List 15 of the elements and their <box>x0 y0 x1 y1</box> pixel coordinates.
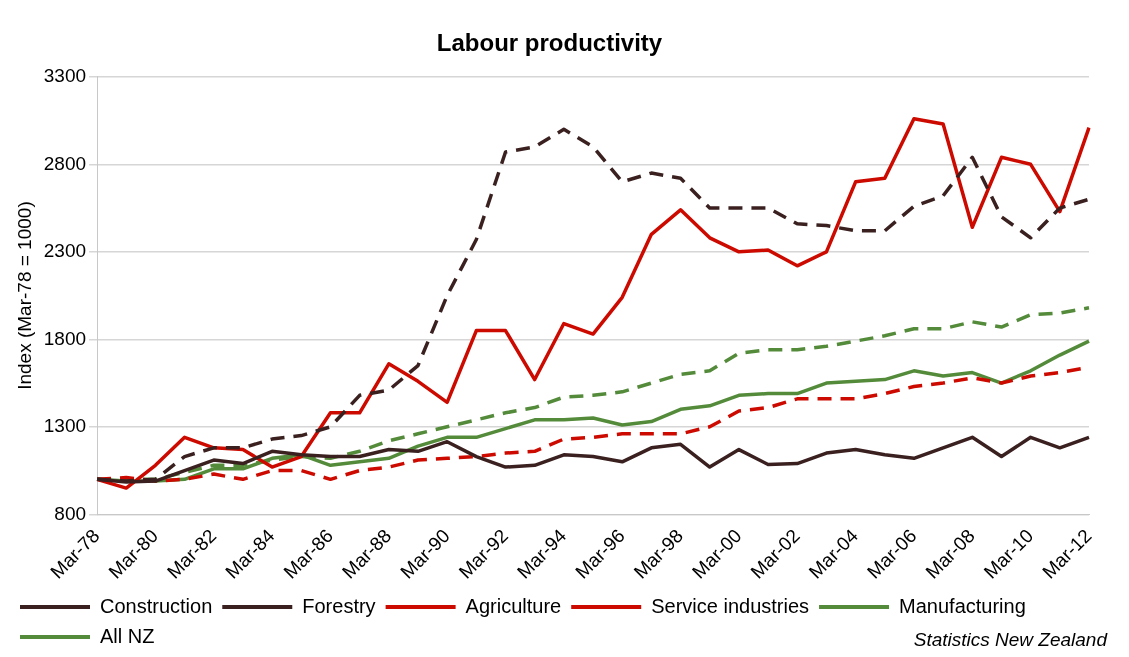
y-tick-label: 2800 <box>43 152 87 174</box>
legend-label: Agriculture <box>465 594 562 617</box>
y-tick-label: 2300 <box>43 240 87 262</box>
y-axis-title: Index (Mar-78 = 1000) <box>13 201 35 390</box>
legend-label: Service industries <box>651 594 810 617</box>
chart-title: Labour productivity <box>436 29 663 57</box>
y-tick-label: 1300 <box>43 415 87 437</box>
y-tick-label: 3300 <box>43 65 87 87</box>
legend-label: Construction <box>100 594 213 617</box>
text: Statistics New Zealand <box>913 629 1107 651</box>
legend-label: Forestry <box>302 594 376 617</box>
legend-label: Manufacturing <box>899 594 1026 617</box>
y-tick-label: 800 <box>54 502 87 524</box>
y-tick-label: 1800 <box>43 327 87 349</box>
legend-label: All NZ <box>100 624 155 647</box>
